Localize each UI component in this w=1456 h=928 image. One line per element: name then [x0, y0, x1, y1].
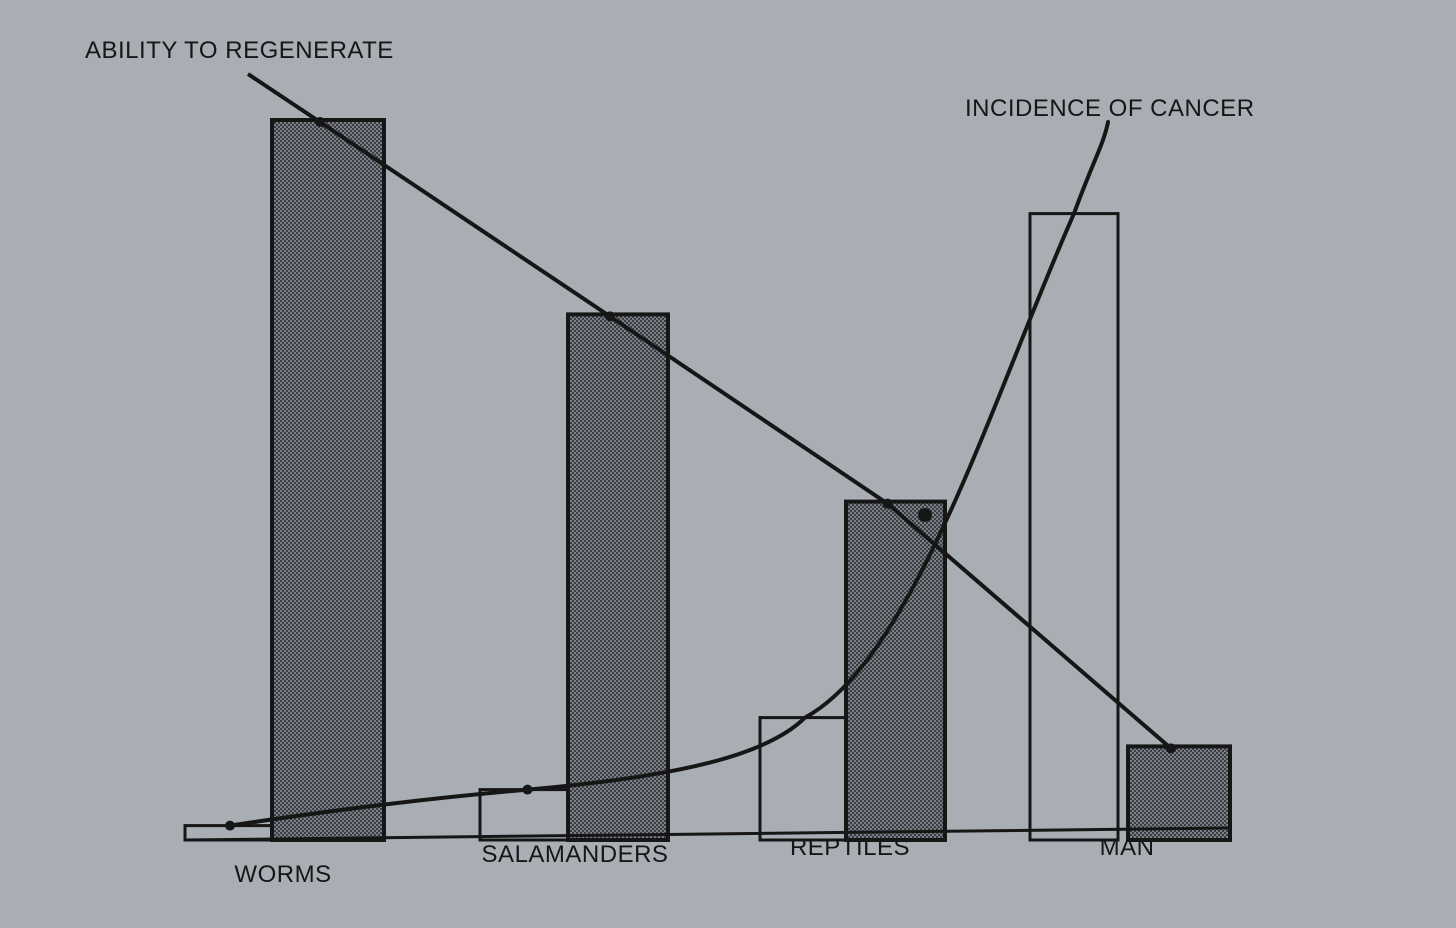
- regeneration-point-salamanders: [605, 311, 615, 322]
- regeneration-bar-salamanders: [566, 312, 670, 842]
- category-label-reptiles: REPTILES: [790, 834, 910, 861]
- regeneration-bars: [270, 118, 1232, 843]
- cancer-trend-curve: [228, 120, 1110, 828]
- series-callouts: ABILITY TO REGENERATE INCIDENCE OF CANCER: [85, 37, 1255, 122]
- callout-incidence-of-cancer: INCIDENCE OF CANCER: [965, 95, 1255, 122]
- cancer-bar-man: [1028, 212, 1120, 842]
- regeneration-trend-line: [246, 72, 1176, 753]
- category-label-worms: WORMS: [234, 861, 331, 888]
- regeneration-point-reptiles: [882, 498, 893, 509]
- cancer-bar-salamanders: [478, 788, 577, 842]
- category-labels: WORMS SALAMANDERS REPTILES MAN: [234, 834, 1154, 888]
- cancer-point-salamanders: [522, 784, 533, 795]
- cancer-bar-reptiles: [758, 716, 852, 842]
- category-label-man: MAN: [1100, 834, 1155, 861]
- trend-lines: [225, 72, 1176, 831]
- regeneration-bar-man: [1126, 744, 1232, 843]
- category-label-salamanders: SALAMANDERS: [482, 841, 669, 868]
- lines-intersection-dot: [918, 508, 932, 522]
- regeneration-point-man: [1166, 743, 1176, 754]
- regeneration-point-worms: [315, 117, 325, 127]
- regeneration-bar-worms: [270, 118, 386, 842]
- x-axis-baseline: [184, 826, 1231, 842]
- callout-ability-to-regenerate: ABILITY TO REGENERATE: [85, 37, 394, 64]
- cancer-point-worms: [225, 820, 235, 831]
